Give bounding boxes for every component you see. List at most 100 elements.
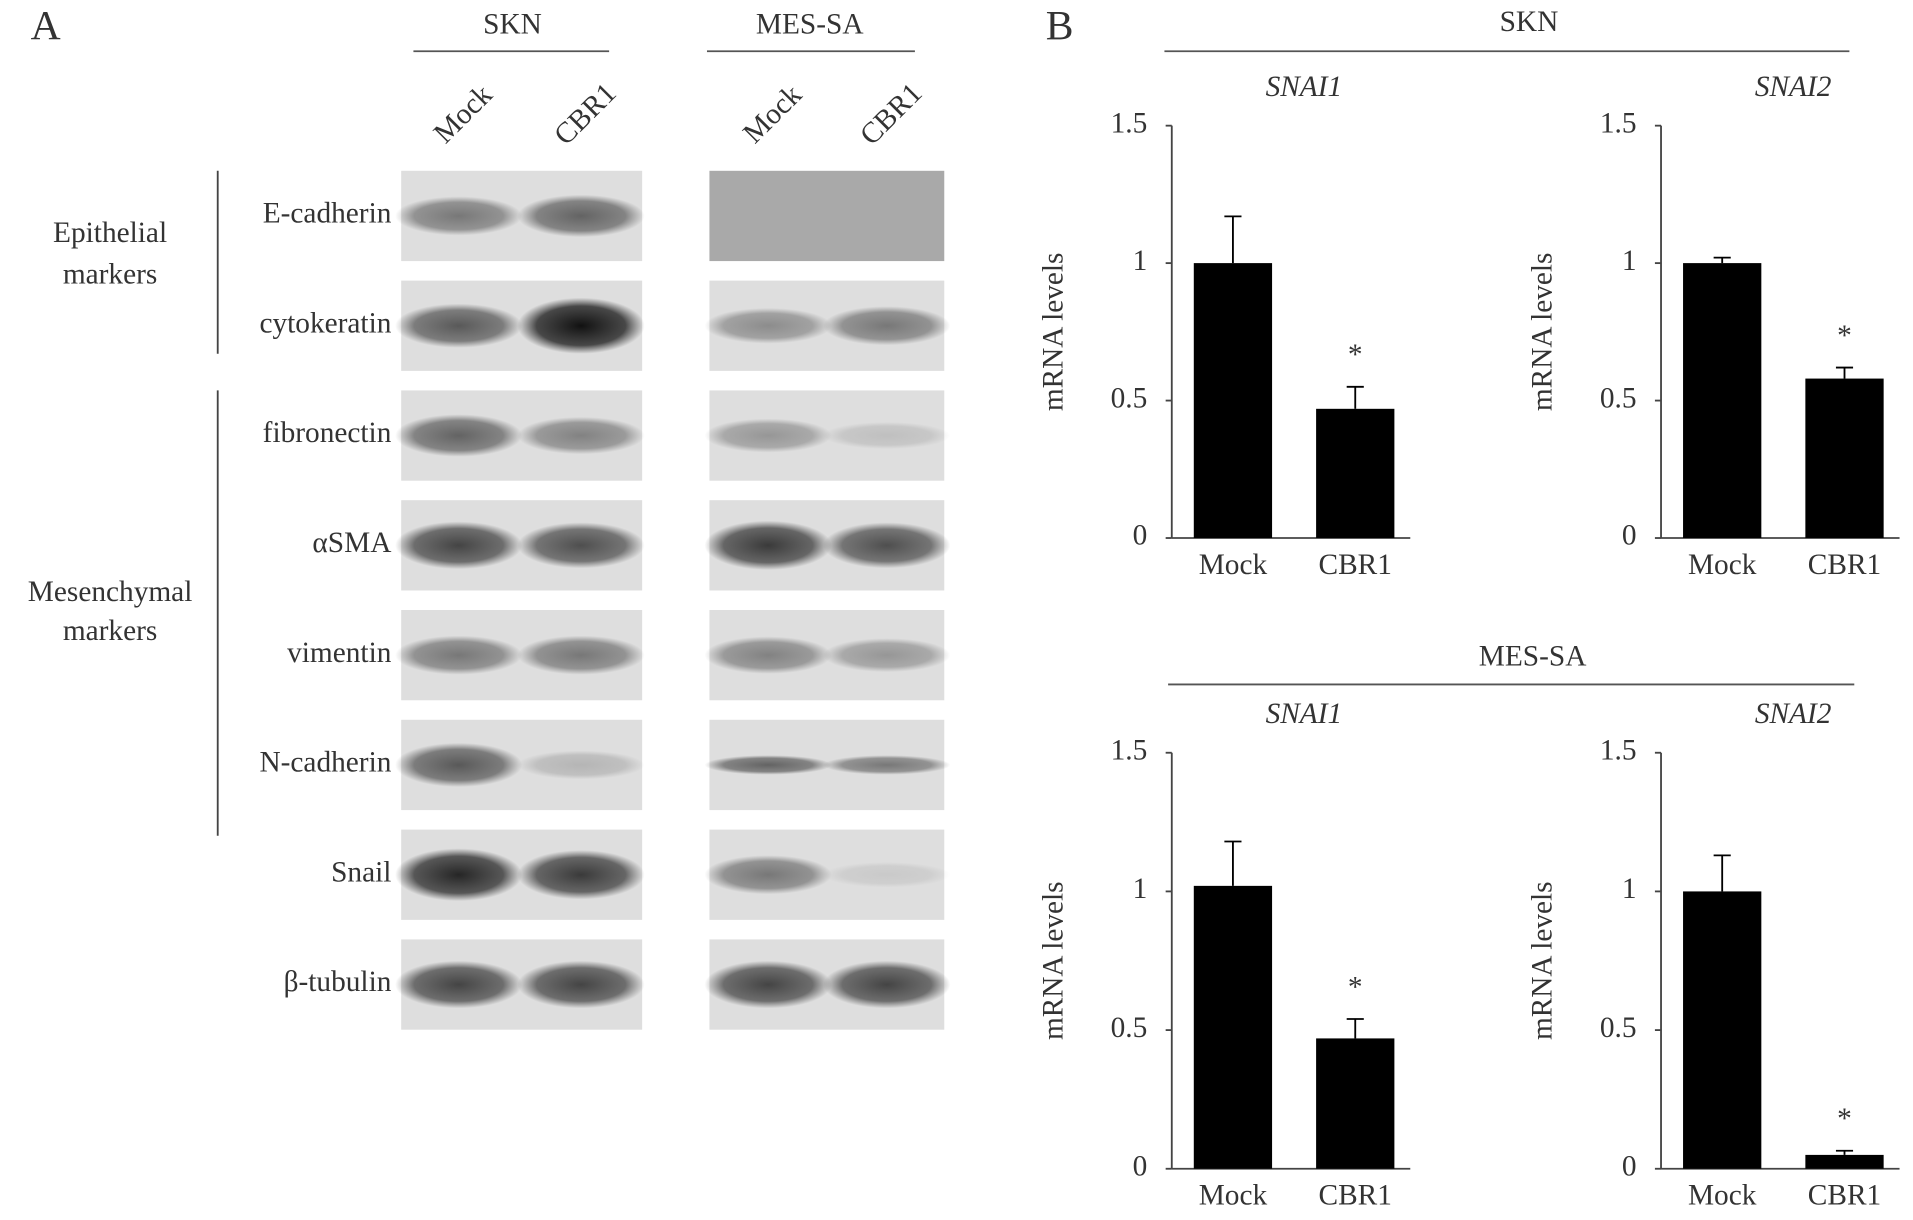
y-tick-label: 1.5	[1600, 107, 1637, 139]
error-bar	[1713, 256, 1731, 264]
band	[823, 755, 951, 775]
protein-label: αSMA	[312, 527, 391, 559]
protein-label: E-cadherin	[263, 198, 392, 230]
y-tick-label: 1.5	[1111, 107, 1148, 139]
y-tick-label: 0	[1133, 520, 1148, 552]
lane-label: CBR1	[548, 77, 623, 151]
bar	[1193, 885, 1273, 1169]
lane-label: Mock	[737, 79, 808, 150]
band	[517, 194, 645, 238]
significance-marker: *	[1348, 339, 1363, 371]
y-tick-label: 0	[1622, 1151, 1637, 1183]
x-tick-label: Mock	[1688, 1180, 1757, 1212]
group-title: SKN	[1500, 6, 1559, 38]
band	[704, 960, 832, 1009]
panel-label: B	[1046, 2, 1074, 48]
y-axis-label: mRNA levels	[1527, 253, 1559, 411]
group-label: markers	[63, 259, 157, 291]
y-tick-label: 1	[1133, 245, 1148, 277]
chart-title: SNAI1	[1266, 71, 1343, 103]
band	[823, 306, 951, 346]
band	[517, 635, 645, 675]
error-bar	[1835, 366, 1854, 379]
x-tick-label: Mock	[1199, 1180, 1268, 1212]
protein-label: β-tubulin	[284, 966, 392, 998]
panel-label: A	[31, 2, 61, 48]
band	[517, 750, 645, 780]
y-tick-label: 0.5	[1111, 1012, 1148, 1044]
band	[517, 850, 645, 900]
band	[823, 522, 951, 569]
band	[704, 520, 832, 570]
protein-label: vimentin	[287, 637, 392, 669]
band	[517, 522, 645, 569]
bar	[1805, 378, 1884, 539]
band	[395, 635, 523, 675]
band	[517, 416, 645, 455]
band	[704, 855, 832, 895]
error-bar	[1224, 840, 1242, 886]
y-tick-label: 1	[1133, 873, 1148, 905]
cell-line-label: SKN	[483, 9, 542, 41]
lane-label: Mock	[428, 79, 499, 150]
y-tick-label: 0.5	[1111, 382, 1148, 414]
error-bar	[1713, 854, 1731, 892]
group-label: Mesenchymal	[28, 576, 193, 608]
x-tick-label: CBR1	[1319, 1180, 1392, 1212]
band	[704, 755, 832, 775]
y-tick-label: 0	[1622, 520, 1637, 552]
band	[395, 960, 523, 1009]
band	[823, 862, 951, 888]
group-label: markers	[63, 615, 157, 647]
group-label: Epithelial	[53, 217, 167, 249]
y-tick-label: 0	[1133, 1151, 1148, 1183]
band	[395, 196, 523, 236]
error-bar	[1346, 1018, 1364, 1039]
x-tick-label: CBR1	[1808, 549, 1881, 581]
band	[395, 414, 523, 457]
cell-line-label: MES-SA	[756, 9, 864, 41]
y-tick-label: 1.5	[1600, 734, 1637, 766]
lane-label: CBR1	[854, 77, 929, 151]
y-tick-label: 1	[1622, 245, 1637, 277]
bar	[1683, 891, 1762, 1169]
y-tick-label: 0.5	[1600, 1012, 1637, 1044]
chart-title: SNAI2	[1755, 698, 1832, 730]
y-tick-label: 1	[1622, 873, 1637, 905]
band	[517, 960, 645, 1009]
blot	[709, 170, 945, 262]
band	[823, 960, 951, 1009]
protein-label: N-cadherin	[259, 747, 391, 779]
y-axis-label: mRNA levels	[1037, 882, 1069, 1040]
significance-marker: *	[1348, 971, 1363, 1003]
y-tick-label: 0.5	[1600, 382, 1637, 414]
bar	[1193, 263, 1273, 539]
band	[704, 307, 832, 344]
band	[395, 303, 523, 348]
x-tick-label: Mock	[1199, 549, 1268, 581]
protein-label: Snail	[331, 856, 391, 888]
band	[395, 848, 523, 902]
band	[517, 297, 645, 354]
y-axis-label: mRNA levels	[1527, 882, 1559, 1040]
chart-title: SNAI2	[1755, 71, 1832, 103]
error-bar	[1224, 215, 1242, 264]
significance-marker: *	[1837, 1103, 1852, 1135]
band	[395, 742, 523, 788]
protein-label: fibronectin	[263, 417, 392, 449]
y-tick-label: 1.5	[1111, 734, 1148, 766]
chart-title: SNAI1	[1266, 698, 1343, 730]
y-axis-label: mRNA levels	[1037, 253, 1069, 411]
error-bar	[1835, 1149, 1854, 1155]
group-title: MES-SA	[1479, 641, 1587, 673]
band	[704, 418, 832, 453]
bar	[1316, 408, 1395, 539]
x-tick-label: CBR1	[1319, 549, 1392, 581]
protein-label: cytokeratin	[259, 307, 391, 339]
significance-marker: *	[1837, 320, 1852, 352]
bar	[1805, 1154, 1884, 1169]
error-bar	[1346, 385, 1364, 409]
bar	[1683, 263, 1762, 539]
band	[823, 421, 951, 450]
